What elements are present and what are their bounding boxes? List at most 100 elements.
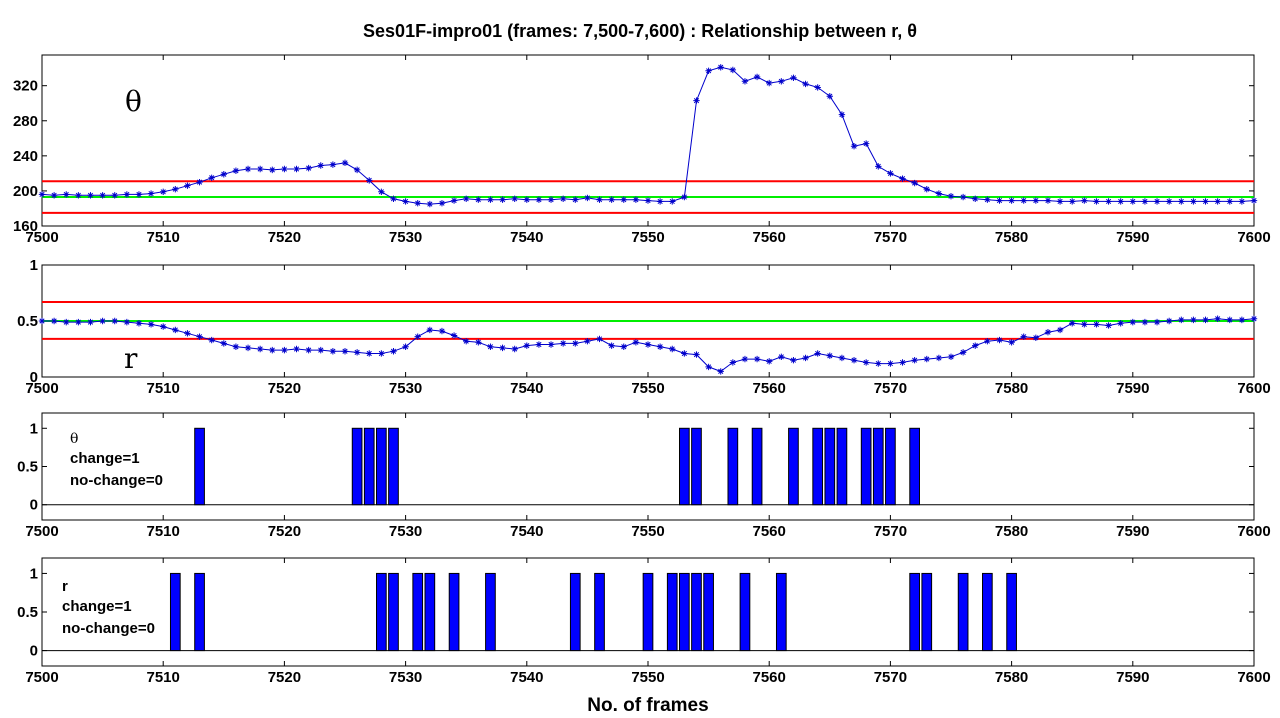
data-point — [256, 165, 264, 173]
data-point — [1190, 316, 1197, 324]
data-point — [802, 80, 809, 88]
data-point — [875, 360, 882, 367]
data-point — [499, 196, 506, 203]
y-tick-label: 0 — [30, 497, 38, 514]
y-tick-label: 0 — [30, 369, 38, 386]
change-bar — [376, 572, 387, 652]
data-point — [1032, 334, 1040, 341]
data-point — [1153, 318, 1161, 326]
data-point — [184, 330, 191, 337]
data-point — [196, 333, 203, 340]
data-point — [1214, 315, 1221, 322]
data-point — [1081, 197, 1088, 204]
y-tick-label: 200 — [13, 183, 38, 200]
data-point — [511, 345, 518, 353]
change-bar — [642, 572, 654, 652]
change-bar — [860, 427, 872, 506]
data-point — [305, 346, 312, 354]
data-point — [160, 188, 167, 195]
data-point — [766, 358, 773, 365]
x-tick-label: 7580 — [995, 523, 1028, 540]
data-point — [1165, 198, 1173, 205]
data-point — [232, 167, 240, 174]
data-point — [293, 165, 300, 173]
data-point — [220, 340, 227, 347]
y-tick-label: 1 — [30, 257, 38, 274]
x-tick-label: 7540 — [510, 380, 543, 397]
x-tick-label: 7580 — [995, 380, 1028, 397]
x-tick-label: 7550 — [631, 523, 664, 540]
r-line-panel: 7500 7510 7520 7530 7540 7550 7560 7570 7580 7590… — [17, 257, 1271, 397]
data-point — [1032, 197, 1040, 204]
data-point — [63, 191, 70, 198]
x-tick-label: 7600 — [1237, 229, 1270, 246]
data-point — [584, 194, 591, 202]
x-tick-label: 7570 — [874, 669, 907, 686]
data-point — [135, 191, 143, 198]
change-bar — [666, 572, 678, 652]
r-change-panel: 7500 7510 7520 7530 7540 7550 7560 7570 7580 7590… — [17, 557, 1271, 686]
data-point — [693, 351, 700, 358]
data-point — [426, 326, 434, 334]
data-point — [875, 163, 882, 170]
data-point — [681, 193, 688, 201]
y-tick-label: 160 — [13, 218, 38, 235]
change-bar — [679, 427, 690, 506]
data-point — [584, 337, 591, 345]
data-point — [778, 353, 785, 361]
data-point — [366, 177, 373, 184]
x-tick-label: 7600 — [1237, 523, 1270, 540]
x-tick-label: 7590 — [1116, 229, 1149, 246]
data-point — [123, 191, 131, 198]
data-point — [547, 341, 555, 348]
x-tick-label: 7560 — [753, 380, 786, 397]
data-point — [778, 78, 785, 85]
data-point — [681, 350, 688, 357]
data-point — [693, 97, 700, 104]
data-point — [317, 346, 324, 354]
x-tick-label: 7560 — [753, 669, 786, 686]
data-point — [87, 192, 94, 199]
change-bar — [448, 572, 460, 652]
theta-line-panel: 7500 7510 7520 7530 7540 7550 7560 7570 7580 7590… — [13, 54, 1271, 246]
x-tick-label: 7520 — [268, 669, 301, 686]
x-axis-label: No. of frames — [587, 695, 708, 716]
data-point — [535, 341, 543, 348]
data-point — [38, 191, 46, 198]
x-tick-label: 7580 — [995, 669, 1028, 686]
data-point — [729, 359, 737, 366]
change-bar — [788, 427, 799, 506]
change-bar — [727, 427, 739, 506]
data-point — [608, 342, 615, 349]
data-point — [111, 192, 118, 199]
x-tick-label: 7600 — [1237, 669, 1270, 686]
data-point — [656, 198, 664, 205]
data-point — [123, 318, 131, 326]
data-point — [814, 84, 821, 91]
data-point — [438, 327, 446, 335]
data-point — [669, 345, 676, 353]
data-point — [923, 185, 930, 193]
x-tick-label: 7540 — [510, 523, 543, 540]
legend-annotation: change=1 — [62, 598, 132, 615]
data-point — [559, 195, 567, 203]
data-point — [862, 359, 870, 366]
data-point — [366, 350, 373, 357]
data-point — [644, 341, 652, 348]
data-point — [50, 317, 58, 325]
data-point — [450, 332, 458, 339]
data-point — [1238, 198, 1246, 205]
data-point — [487, 196, 494, 203]
data-point — [269, 166, 276, 174]
x-tick-label: 7520 — [268, 523, 301, 540]
x-tick-label: 7590 — [1116, 380, 1149, 397]
y-tick-label: 240 — [13, 148, 38, 165]
data-point — [160, 323, 167, 330]
data-point — [487, 343, 494, 350]
data-point — [99, 317, 106, 325]
data-point — [850, 357, 858, 364]
data-point — [329, 161, 337, 168]
data-point — [1202, 316, 1209, 324]
x-tick-label: 7500 — [25, 380, 58, 397]
data-point — [269, 346, 276, 354]
